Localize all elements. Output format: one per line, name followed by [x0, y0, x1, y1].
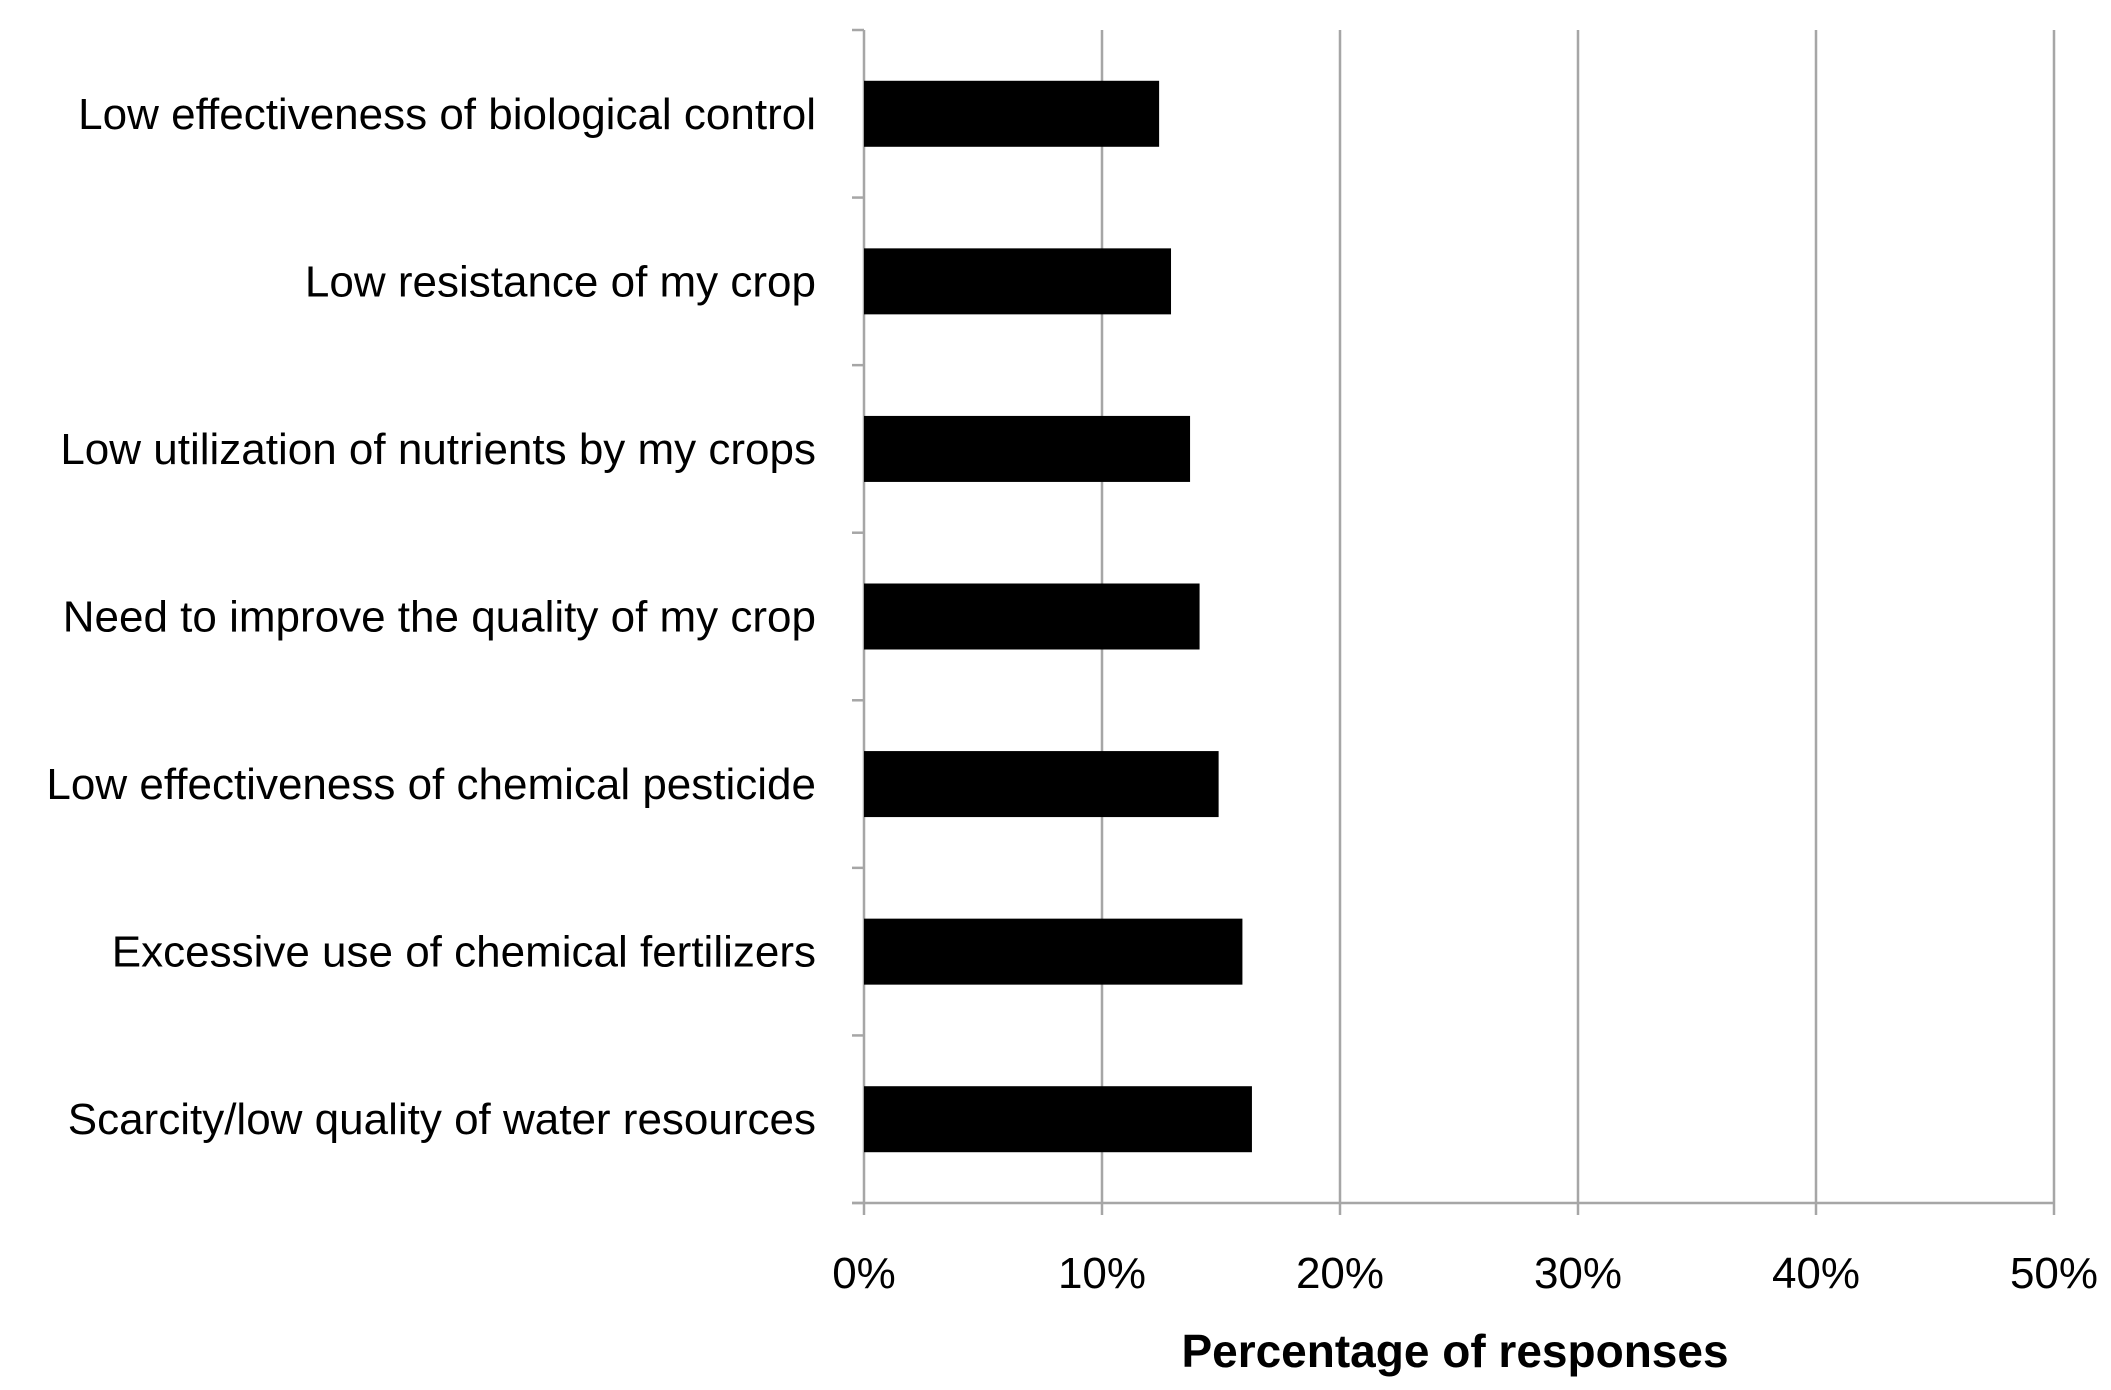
bar-3: [864, 583, 1200, 650]
category-label-3: Need to improve the quality of my crop: [63, 593, 816, 642]
category-label-4: Low effectiveness of chemical pesticide: [46, 760, 816, 809]
x-axis-title: Percentage of responses: [1181, 1325, 1728, 1377]
bar-2: [864, 415, 1191, 482]
x-tick-label-3: 30%: [1534, 1249, 1622, 1298]
x-tick-labels: 0% 10% 20% 30% 40% 50%: [832, 1249, 2098, 1298]
category-label-6: Scarcity/low quality of water resources: [68, 1095, 816, 1144]
x-tick-label-1: 10%: [1058, 1249, 1146, 1298]
category-label-1: Low resistance of my crop: [305, 257, 816, 306]
bars: [864, 80, 1252, 1153]
x-tick-label-5: 50%: [2010, 1249, 2098, 1298]
x-tick-label-2: 20%: [1296, 1249, 1384, 1298]
category-label-5: Excessive use of chemical fertilizers: [112, 928, 816, 977]
gridlines: [1100, 30, 2056, 1203]
category-labels: Low effectiveness of biological control L…: [46, 90, 816, 1144]
category-label-0: Low effectiveness of biological control: [78, 90, 816, 139]
bar-0: [864, 80, 1160, 147]
category-label-2: Low utilization of nutrients by my crops: [60, 425, 816, 474]
x-tick-label-0: 0%: [832, 1249, 896, 1298]
x-tick-label-4: 40%: [1772, 1249, 1860, 1298]
bar-1: [864, 248, 1172, 315]
bar-5: [864, 918, 1243, 985]
bar-4: [864, 751, 1219, 818]
bar-6: [864, 1086, 1252, 1153]
